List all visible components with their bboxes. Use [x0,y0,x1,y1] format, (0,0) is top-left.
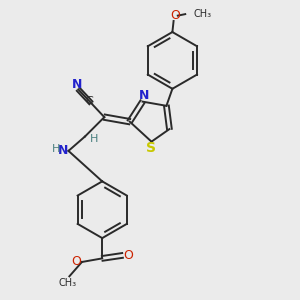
Text: O: O [170,9,180,22]
Text: N: N [58,144,68,158]
Text: O: O [72,256,82,268]
Text: H: H [52,143,61,154]
Text: CH₃: CH₃ [59,278,77,288]
Text: S: S [146,141,157,155]
Text: H: H [90,134,98,144]
Text: N: N [139,89,149,102]
Text: N: N [72,78,82,92]
Text: CH₃: CH₃ [194,9,212,19]
Text: C: C [85,96,93,106]
Text: O: O [123,249,133,262]
